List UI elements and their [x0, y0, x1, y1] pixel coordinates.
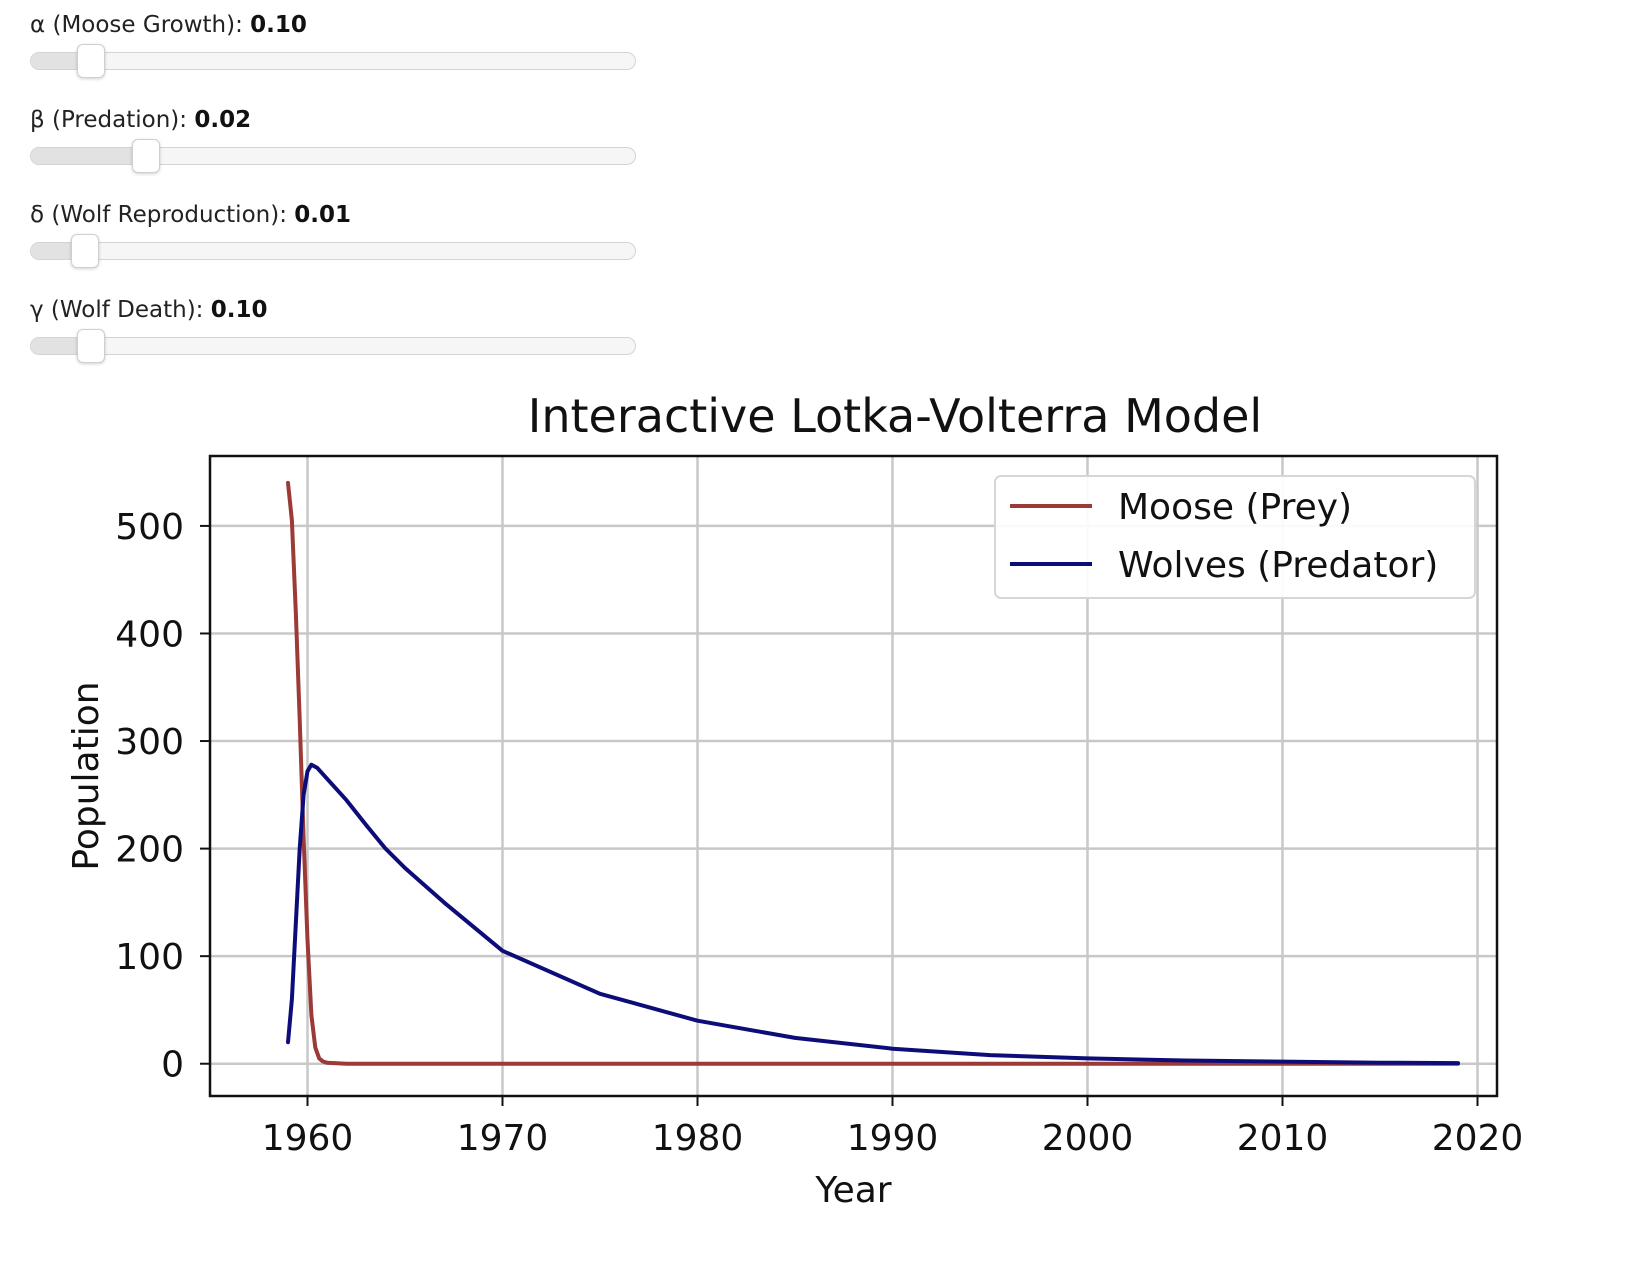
slider-gamma-track[interactable] [30, 329, 636, 363]
slider-alpha-value: 0.10 [250, 12, 307, 38]
slider-delta-label: δ (Wolf Reproduction): 0.01 [30, 202, 351, 228]
legend-wolves-label: Wolves (Predator) [1118, 545, 1438, 586]
y-tick-label: 100 [115, 937, 184, 978]
population-chart: Interactive Lotka-Volterra Model 1960 197… [66, 389, 1523, 1211]
legend-box [994, 475, 1476, 599]
chart-title: Interactive Lotka-Volterra Model [528, 389, 1262, 443]
x-tick-label: 1980 [652, 1118, 744, 1159]
slider-delta-track[interactable] [30, 234, 636, 268]
slider-delta: δ (Wolf Reproduction): 0.01 [30, 198, 650, 293]
slider-beta: β (Predation): 0.02 [30, 103, 650, 198]
y-axis-label: Population [66, 681, 107, 870]
slider-beta-name: β (Predation): [30, 107, 195, 133]
slider-alpha-label: α (Moose Growth): 0.10 [30, 12, 307, 38]
slider-alpha-fill [31, 53, 92, 69]
slider-delta-thumb[interactable] [71, 234, 100, 268]
chart-ticks: 1960 1970 1980 1990 2000 2010 2020 0 100 200 300 40… [115, 507, 1523, 1159]
x-tick-label: 1960 [262, 1118, 354, 1159]
y-tick-label: 400 [115, 614, 184, 655]
x-axis-label: Year [814, 1170, 891, 1211]
slider-alpha-name: α (Moose Growth): [30, 12, 251, 38]
slider-gamma-fill [31, 338, 92, 354]
slider-alpha-thumb[interactable] [77, 44, 106, 78]
slider-beta-fill [31, 148, 146, 164]
plot-frame [208, 454, 1499, 1098]
wolves-series-line [286, 762, 1460, 1066]
x-tick-label: 2000 [1042, 1118, 1134, 1159]
slider-gamma-thumb[interactable] [77, 329, 106, 363]
slider-beta-thumb[interactable] [131, 139, 160, 173]
x-tick-label: 1990 [847, 1118, 939, 1159]
slider-gamma-name: γ (Wolf Death): [30, 297, 211, 323]
slider-delta-value: 0.01 [294, 202, 352, 228]
parameter-controls: α (Moose Growth): 0.10 β (Predation): 0.… [30, 8, 650, 388]
slider-alpha-track[interactable] [30, 44, 636, 78]
slider-gamma-value: 0.10 [210, 297, 268, 323]
y-tick-label: 300 [115, 722, 184, 763]
slider-alpha: α (Moose Growth): 0.10 [30, 8, 650, 103]
legend-moose-label: Moose (Prey) [1118, 487, 1352, 528]
x-tick-label: 2020 [1432, 1118, 1524, 1159]
x-tick-label: 2010 [1237, 1118, 1329, 1159]
slider-beta-value: 0.02 [194, 107, 252, 133]
x-tick-label: 1970 [457, 1118, 549, 1159]
chart-series [286, 480, 1460, 1066]
slider-delta-name: δ (Wolf Reproduction): [30, 202, 295, 228]
y-tick-label: 0 [161, 1045, 184, 1086]
y-tick-label: 500 [115, 507, 184, 548]
moose-series-line [286, 480, 1460, 1066]
slider-beta-label: β (Predation): 0.02 [30, 107, 251, 133]
y-tick-label: 200 [115, 830, 184, 871]
slider-beta-track[interactable] [30, 139, 636, 173]
chart-legend: Moose (Prey) Wolves (Predator) [994, 475, 1476, 599]
slider-gamma: γ (Wolf Death): 0.10 [30, 293, 650, 388]
slider-gamma-label: γ (Wolf Death): 0.10 [30, 297, 268, 323]
